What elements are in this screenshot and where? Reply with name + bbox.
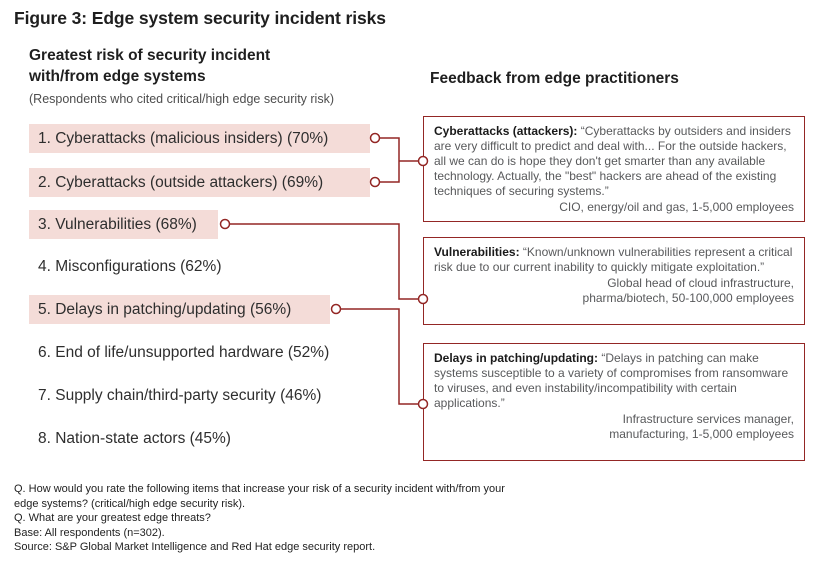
footnote-line: Q. How would you rate the following item… <box>14 483 505 495</box>
connector-node-item-1 <box>369 132 381 144</box>
feedback-quote: Cyberattacks (attackers): “Cyberattacks … <box>434 124 794 199</box>
feedback-lead: Vulnerabilities: <box>434 245 520 259</box>
feedback-box-cyberattacks: Cyberattacks (attackers): “Cyberattacks … <box>423 116 805 222</box>
feedback-attribution: CIO, energy/oil and gas, 1-5,000 employe… <box>559 200 794 214</box>
right-panel-heading: Feedback from edge practitioners <box>430 70 679 87</box>
risk-item-2: 2. Cyberattacks (outside attackers) (69%… <box>29 168 370 197</box>
connector-node-item-3 <box>219 218 231 230</box>
connector-item-3-to-box-2 <box>230 223 418 300</box>
feedback-box-delays: Delays in patching/updating: “Delays in … <box>423 343 805 461</box>
feedback-lead: Delays in patching/updating: <box>434 351 599 365</box>
footnote-line: Base: All respondents (n=302). <box>14 526 165 539</box>
left-panel-heading: Greatest risk of security incident with/… <box>29 45 270 87</box>
footnotes: Q. How would you rate the following item… <box>14 482 505 555</box>
connector-item-5-to-box-3 <box>341 308 418 405</box>
connector-items-1-2 <box>380 137 400 183</box>
feedback-lead: Cyberattacks (attackers): <box>434 124 578 138</box>
risk-item-4: 4. Misconfigurations (62%) <box>38 257 222 275</box>
left-panel-subtitle: (Respondents who cited critical/high edg… <box>29 92 334 106</box>
connector-node-item-5 <box>330 303 342 315</box>
feedback-quote-text: “Delays in patching can make systems sus… <box>434 351 789 410</box>
left-panel-heading-line2: with/from edge systems <box>29 68 206 85</box>
footnote-line: edge systems? (critical/high edge securi… <box>14 497 246 510</box>
feedback-quote: Delays in patching/updating: “Delays in … <box>434 351 794 411</box>
connector-node-item-2 <box>369 176 381 188</box>
risk-item-6: 6. End of life/unsupported hardware (52%… <box>38 343 330 361</box>
footnote-line: Source: S&P Global Market Intelligence a… <box>14 541 376 553</box>
risk-item-8: 8. Nation-state actors (45%) <box>38 429 231 447</box>
risk-item-1: 1. Cyberattacks (malicious insiders) (70… <box>29 124 370 153</box>
risk-item-7: 7. Supply chain/third-party security (46… <box>38 386 322 404</box>
feedback-attribution: Global head of cloud infrastructure, pha… <box>582 276 794 305</box>
risk-item-3: 3. Vulnerabilities (68%) <box>29 210 218 239</box>
footnote-line: Q. What are your greatest edge threats? <box>14 512 211 524</box>
feedback-quote-text: “Known/unknown vulnerabilities represent… <box>434 245 793 274</box>
figure-title: Figure 3: Edge system security incident … <box>14 8 386 28</box>
risk-item-5: 5. Delays in patching/updating (56%) <box>29 295 330 324</box>
feedback-quote: Vulnerabilities: “Known/unknown vulnerab… <box>434 245 794 275</box>
feedback-box-vulnerabilities: Vulnerabilities: “Known/unknown vulnerab… <box>423 237 805 325</box>
left-panel-heading-line1: Greatest risk of security incident <box>29 47 271 64</box>
feedback-attribution: Infrastructure services manager, manufac… <box>609 412 794 441</box>
feedback-quote-text: “Cyberattacks by outsiders and insiders … <box>434 124 791 198</box>
